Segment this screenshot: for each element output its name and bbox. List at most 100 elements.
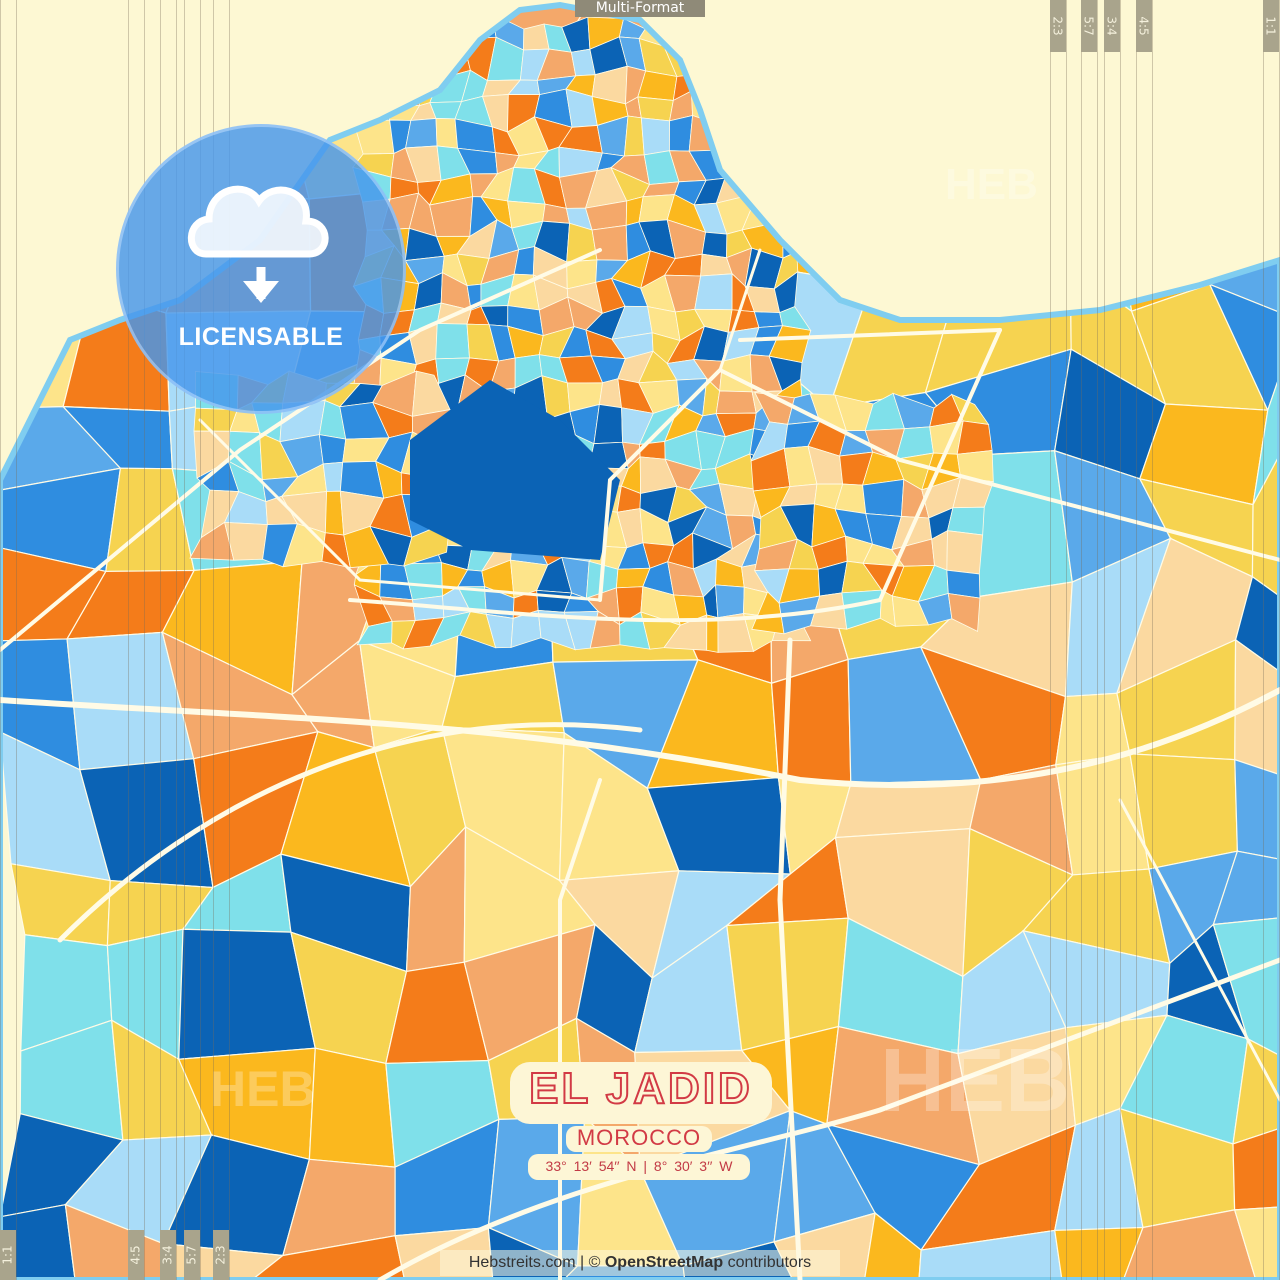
map-parcel: [940, 5, 1057, 125]
map-parcel: [250, 1235, 406, 1280]
map-parcel: [715, 584, 745, 619]
ratio-label: 3:4: [1105, 16, 1119, 36]
credit-osm[interactable]: OpenStreetMap: [604, 1254, 724, 1271]
map-parcel: [769, 149, 803, 179]
map-parcel: [694, 273, 733, 311]
map-parcel: [637, 96, 674, 122]
map-parcel: [741, 147, 777, 177]
ratio-label: 4:5: [1137, 16, 1151, 36]
ratio-guide-line: [144, 0, 145, 1280]
map-parcel: [410, 11, 435, 50]
map-parcel: [1252, 374, 1280, 505]
ratio-guide-line: [1263, 0, 1264, 1280]
map-parcel: [862, 478, 905, 517]
ratio-guide-line: [176, 0, 177, 1280]
subtitle-background: [566, 1126, 712, 1152]
map-parcel: [1234, 638, 1280, 776]
map-parcel: [741, 172, 785, 198]
roads: [0, 248, 1280, 1280]
map-parcel: [718, 483, 759, 517]
ratio-guide-line: [213, 0, 214, 1280]
map-parcel: [1111, 72, 1230, 185]
ratio-guide-line: [1097, 0, 1098, 1280]
ratio-guide-line: [1066, 0, 1067, 1280]
map-parcel: [410, 380, 620, 560]
watermark: HEB: [880, 1031, 1071, 1131]
ratio-guide-line: [1050, 0, 1051, 1280]
ratio-label: 5:7: [185, 1245, 199, 1265]
map-parcel: [435, 118, 459, 149]
ratio-guide-line: [160, 0, 161, 1280]
road: [777, 637, 803, 1280]
map-parcel: [0, 5, 119, 85]
map-parcel: [690, 40, 722, 75]
map-parcel: [435, 323, 470, 360]
title-background: [510, 1062, 772, 1124]
ratio-guide-line: [229, 0, 230, 1280]
map-parcel: [961, 210, 1072, 269]
map-parcel: [322, 461, 344, 492]
map-parcel: [714, 40, 756, 74]
credit-copyright: ©: [588, 1254, 601, 1271]
map-parcel: [1232, 1127, 1280, 1211]
ratio-guide-line: [200, 0, 201, 1280]
map-parcel: [1212, 850, 1280, 926]
map-parcel: [1122, 1209, 1257, 1280]
map-parcel: [753, 311, 783, 328]
ratio-label: 1:1: [1, 1245, 15, 1265]
credit-separator: |: [580, 1254, 585, 1271]
map-parcel: [640, 117, 670, 156]
map-parcel: [866, 5, 980, 86]
ratio-guide-line: [1136, 0, 1137, 1280]
ratio-guide-line: [184, 0, 185, 1280]
map-parcel: [353, 36, 388, 71]
ratio-tab: 5:7: [1081, 0, 1097, 52]
map-parcel: [591, 224, 628, 261]
credit-site[interactable]: Hebstreits.com: [468, 1254, 576, 1271]
watermark: HEB: [210, 1061, 316, 1117]
map-parcel: [769, 125, 797, 151]
licensable-badge[interactable]: LICENSABLE: [116, 124, 406, 414]
country-subtitle: MOROCCO: [576, 1125, 702, 1150]
map-parcel: [774, 176, 805, 198]
ratio-label: 2:3: [214, 1245, 228, 1265]
ratio-label: 4:5: [129, 1245, 143, 1265]
map-parcel: [1212, 917, 1280, 1057]
map-parcel: [946, 530, 984, 575]
ratio-label: 5:7: [1082, 16, 1096, 36]
map-parcel: [782, 193, 805, 226]
ratio-tab: 2:3: [213, 1230, 229, 1280]
map-parcel: [767, 62, 811, 108]
ratio-guide-line: [16, 0, 17, 1280]
map-parcel: [779, 19, 806, 54]
map-parcel: [272, 5, 410, 100]
map-parcel: [715, 390, 757, 415]
ratio-guide-line: [1120, 0, 1121, 1280]
ratio-guide-line: [1152, 0, 1153, 1280]
ratio-label: 2:3: [1051, 16, 1065, 36]
road: [57, 722, 643, 943]
map-parcel: [593, 403, 623, 445]
map-parcel: [1233, 1206, 1280, 1280]
map-parcel: [0, 1203, 76, 1280]
map-parcel: [1234, 575, 1280, 673]
map-parcel: [766, 50, 811, 74]
credit-line: Hebstreits.com | © OpenStreetMap contrib…: [440, 1250, 840, 1276]
ratio-guide-line: [1104, 0, 1105, 1280]
road: [1118, 798, 1280, 1102]
map-parcel: [308, 1047, 396, 1168]
ratio-tab: 1:1: [1263, 0, 1279, 52]
cloud-download-icon: [187, 185, 329, 303]
map-parcel: [0, 83, 119, 193]
map-parcel: [1232, 1037, 1280, 1145]
map-parcel: [714, 67, 756, 102]
map-parcel: [947, 593, 981, 632]
map-parcel: [1211, 79, 1280, 173]
map-parcel: [690, 67, 723, 92]
road: [718, 248, 762, 372]
format-label: Multi-Format: [575, 0, 705, 17]
city-title: EL JADID: [528, 1063, 753, 1114]
credit-contributors: contributors: [727, 1254, 812, 1271]
map-parcel: [353, 67, 388, 106]
map-parcel: [1140, 5, 1246, 82]
